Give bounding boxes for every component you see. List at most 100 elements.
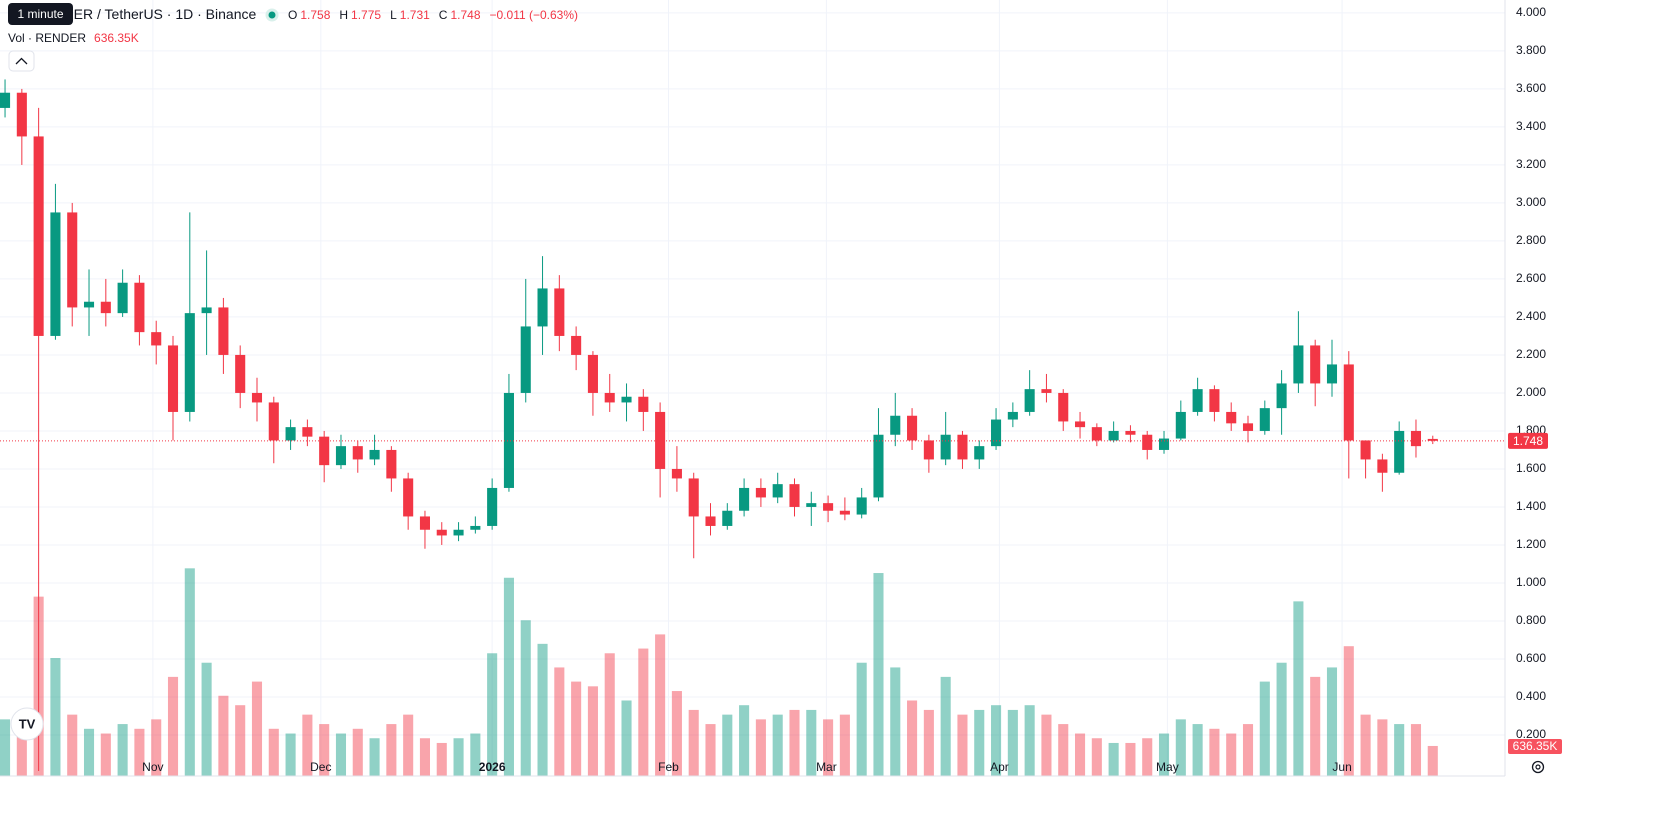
candle-body: [940, 434, 951, 460]
candle-body: [890, 415, 901, 435]
y-tick-label: 3.400: [1516, 119, 1546, 133]
candle-body: [285, 427, 296, 441]
y-tick-label: 1.400: [1516, 499, 1546, 513]
candle-body: [352, 446, 363, 460]
volume-bar: [554, 667, 565, 776]
candle-body: [1075, 421, 1086, 428]
candle-body: [1125, 430, 1136, 435]
volume-bar: [100, 733, 111, 776]
tv-logo-mark: TV: [19, 716, 36, 731]
candle-body: [1326, 364, 1338, 384]
candle-body: [335, 446, 347, 466]
volume-bar: [201, 662, 212, 776]
y-tick-label: 2.800: [1516, 233, 1546, 247]
volume-bar: [1276, 662, 1287, 776]
volume-bar: [151, 719, 162, 776]
volume-bar: [403, 714, 414, 776]
candle-body: [470, 525, 481, 530]
candle-body: [1091, 427, 1102, 441]
candle-body: [1377, 459, 1388, 473]
candle-body: [453, 529, 464, 536]
y-tick-label: 2.200: [1516, 347, 1546, 361]
h-key: H: [339, 8, 349, 22]
volume-bar: [251, 681, 263, 776]
candle-body: [1242, 423, 1254, 431]
candle-body: [722, 510, 733, 526]
candle-body: [369, 449, 380, 460]
volume-bar: [1192, 724, 1203, 776]
volume-bar: [1293, 601, 1304, 776]
y-tick-label: 3.200: [1516, 157, 1546, 171]
volume-bar: [302, 714, 313, 776]
volume-bar: [638, 648, 649, 776]
candle-body: [873, 434, 884, 498]
candle-body: [1310, 345, 1321, 384]
volume-bar: [503, 577, 514, 776]
candle-body: [1007, 411, 1018, 420]
volume-bar: [604, 653, 615, 776]
price-pane: [0, 79, 1438, 772]
volume-bar: [1075, 733, 1086, 776]
candle-body: [571, 335, 582, 355]
settings-button[interactable]: [1531, 760, 1545, 774]
volume-bar: [806, 709, 817, 776]
volume-bar: [369, 738, 380, 776]
volume-bar: [873, 573, 884, 776]
candle-body: [50, 212, 61, 336]
y-tick-label: 2.600: [1516, 271, 1546, 285]
symbol-title[interactable]: RENDER / TetherUS · 1D · Binance: [34, 6, 257, 22]
volume-bar: [1310, 676, 1321, 776]
volume-bar: [1158, 733, 1170, 776]
candle-body: [755, 487, 766, 498]
collapse-button[interactable]: [8, 50, 35, 72]
candle-body: [1293, 345, 1304, 384]
volume-bar: [571, 681, 582, 776]
volume-bar: [1142, 738, 1153, 776]
candle-body: [806, 503, 817, 507]
c-key: C: [438, 8, 448, 22]
x-tick-label: Feb: [658, 760, 679, 774]
candle-body: [537, 288, 548, 327]
candle-body: [688, 478, 699, 517]
volume-bar: [1091, 738, 1102, 776]
candle-body: [671, 468, 682, 479]
candle-body: [1108, 430, 1119, 441]
volume-bar: [772, 714, 783, 776]
volume-bar: [739, 705, 750, 776]
volume-bar: [134, 728, 145, 776]
y-tick-label: 1.600: [1516, 461, 1546, 475]
candle-body: [1175, 411, 1186, 439]
tv-logo[interactable]: [10, 707, 44, 741]
ohlc-legend: O 1.758 H 1.775 L 1.731 C 1.748 −0.011 (−0.6…: [288, 8, 578, 22]
settings-icon: [1535, 764, 1541, 770]
candle-body: [839, 510, 850, 515]
candle-body: [0, 92, 11, 108]
x-tick-label: Mar: [816, 760, 837, 774]
y-tick-label: 0.400: [1516, 689, 1546, 703]
volume-bar: [907, 700, 918, 776]
l-key: L: [390, 8, 397, 22]
candle-body: [621, 396, 632, 403]
y-tick-label: 0.600: [1516, 651, 1546, 665]
volume-bar: [352, 728, 363, 776]
candle-body: [100, 301, 111, 314]
volume-bar: [285, 733, 296, 776]
volume-bar: [0, 719, 11, 776]
volume-bar: [520, 620, 531, 776]
x-tick-label: Dec: [310, 760, 331, 774]
candle-body: [403, 478, 414, 517]
y-tick-label: 2.400: [1516, 309, 1546, 323]
candle-body: [587, 354, 598, 393]
candle-body: [1276, 383, 1287, 409]
grid: [0, 0, 1505, 776]
volume-bar: [1125, 742, 1136, 776]
volume-bar: [923, 709, 934, 776]
volume-bar: [1259, 681, 1270, 776]
candle-body: [167, 345, 179, 412]
volume-bar: [705, 724, 716, 776]
volume-bar: [722, 714, 733, 776]
volume-bar: [621, 700, 632, 776]
o-key: O: [288, 8, 298, 22]
x-tick-label: Nov: [142, 760, 163, 774]
